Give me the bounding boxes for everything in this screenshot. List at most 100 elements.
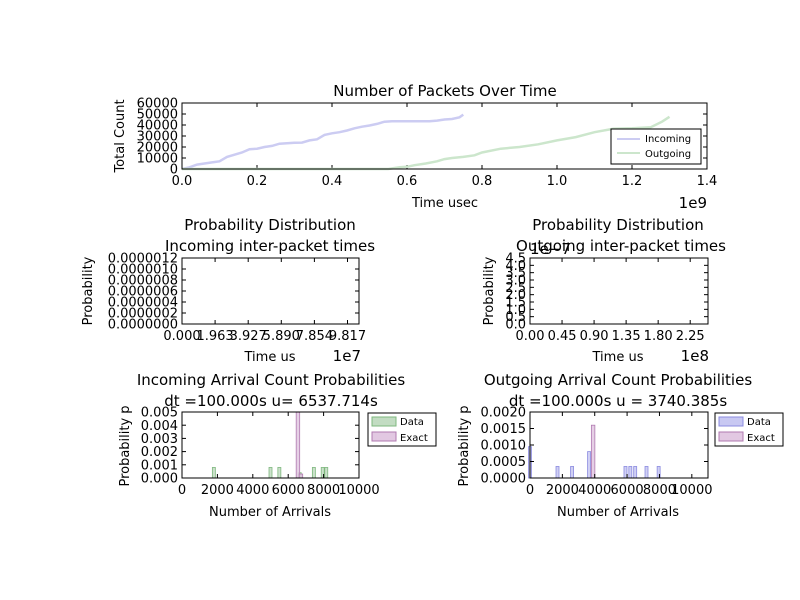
packets-xtick-label: 1.0 — [547, 174, 568, 189]
incoming-dist-xtick-label: 5.890 — [263, 329, 300, 344]
outgoing-arrivals-xlabel: Number of Arrivals — [557, 505, 679, 520]
packets-x-offset: 1e9 — [679, 194, 707, 212]
legend-data-swatch — [371, 416, 397, 427]
packets-xtick-label: 0.0 — [172, 174, 193, 189]
packets-ytick-label: 0 — [170, 163, 178, 178]
incoming-arrivals-data-bar — [211, 467, 216, 479]
outgoing-arrivals-title: Outgoing Arrival Count Probabilities — [484, 371, 752, 389]
outgoing-arrivals-data-bar — [570, 466, 574, 479]
incoming-dist-ytick-label: 0.0000012 — [108, 252, 178, 267]
incoming-dist-subtitle: Incoming inter-packet times — [165, 237, 375, 255]
outgoing-arrivals-plot-frame — [529, 411, 709, 479]
outgoing-arrivals-legend: Data Exact — [714, 412, 784, 447]
incoming-arrivals-ytick-label: 0.003 — [141, 432, 178, 447]
outgoing-dist-x-offset: 1e8 — [681, 347, 709, 365]
outgoing-arrivals-ytick-label: 0.0005 — [481, 455, 527, 470]
incoming-arrivals-data-bar — [277, 467, 282, 479]
packets-xtick-label: 0.2 — [247, 174, 268, 189]
incoming-dist-plot-frame — [181, 257, 360, 325]
packets-xtick-label: 0.4 — [322, 174, 343, 189]
outgoing-arrivals-data-bar — [623, 466, 628, 479]
incoming-dist-xtick-label: 7.854 — [296, 329, 333, 344]
legend-incoming-label: Incoming — [645, 134, 691, 145]
incoming-distribution-chart: Probability Distribution Incoming inter-… — [81, 216, 375, 365]
outgoing-dist-ytick-label: 0.0 — [505, 318, 526, 333]
incoming-arrivals-xtick-label: 2000 — [201, 483, 234, 498]
outgoing-arrivals-ytick-label: 0.0015 — [481, 422, 527, 437]
outgoing-arrivals-ytick-label: 0.0000 — [481, 472, 527, 487]
outgoing-dist-ytick-label: 4.0 — [505, 259, 526, 274]
legend-exact-swatch — [371, 431, 397, 442]
incoming-arrivals-legend: Data Exact — [367, 412, 437, 447]
incoming-dist-ytick-label: 0.0000004 — [108, 296, 178, 311]
outgoing-dist-ylabel: Probability — [482, 256, 497, 325]
outgoing-dist-xtick-label: 0.90 — [580, 329, 609, 344]
outgoing-arrivals-chart: Outgoing Arrival Count Probabilities dt … — [457, 371, 784, 520]
incoming-arrivals-xtick-label: 4000 — [236, 483, 269, 498]
outgoing-arrivals-xtick-label: 8000 — [643, 483, 676, 498]
packets-xtick-label: 0.6 — [397, 174, 418, 189]
packets-legend: Incoming Outgoing — [610, 128, 702, 165]
outgoing-dist-xtick-label: 0.45 — [548, 329, 577, 344]
incoming-dist-xlabel: Time us — [244, 350, 296, 365]
incoming-arrivals-ytick-label: 0.004 — [141, 419, 178, 434]
outgoing-arrivals-subtitle: dt =100.000s u = 3740.385s — [509, 392, 728, 410]
outgoing-dist-ytick-label: 1.0 — [505, 303, 526, 318]
packets-xtick-label: 1.2 — [622, 174, 643, 189]
outgoing-arrivals-xtick-label: 10000 — [671, 483, 712, 498]
incoming-arrivals-ytick-label: 0.005 — [141, 406, 178, 421]
packets-legend-box — [610, 128, 702, 165]
incoming-arrivals-ytick-label: 0.002 — [141, 445, 178, 460]
outgoing-dist-ytick-label: 3.0 — [505, 274, 526, 289]
packets-plot-frame — [181, 102, 708, 170]
outgoing-dist-ytick-label: 3.5 — [505, 266, 526, 281]
legend-exact-swatch — [718, 431, 744, 442]
incoming-dist-xtick-label: 3.927 — [230, 329, 267, 344]
outgoing-dist-ytick-label: 0.5 — [505, 310, 526, 325]
incoming-dist-title: Probability Distribution — [184, 216, 356, 234]
incoming-dist-xtick-label: 9.817 — [329, 329, 366, 344]
packets-ylabel: Total Count — [113, 99, 128, 173]
incoming-arrivals-ytick-label: 0.000 — [141, 472, 178, 487]
incoming-dist-xtick-label: 0.000 — [163, 329, 200, 344]
outgoing-arrivals-ytick-label: 0.0020 — [481, 406, 527, 421]
packets-ytick-label: 40000 — [137, 119, 178, 134]
incoming-arrivals-xtick-label: 0 — [178, 483, 186, 498]
outgoing-dist-xtick-label: 1.35 — [612, 329, 641, 344]
outgoing-dist-ytick-label: 1.5 — [505, 296, 526, 311]
incoming-arrivals-ylabel: Probability p — [118, 405, 133, 486]
incoming-arrivals-data-bar — [324, 467, 329, 479]
incoming-dist-ytick-label: 0.0000000 — [108, 318, 178, 333]
packets-xlabel: Time usec — [411, 196, 478, 211]
outgoing-arrivals-ylabel: Probability p — [457, 405, 472, 486]
incoming-arrivals-data-bar — [311, 467, 316, 479]
incoming-dist-ytick-label: 0.0000002 — [108, 307, 178, 322]
outgoing-dist-xtick-label: 0.00 — [516, 329, 545, 344]
incoming-dist-xtick-label: 1.963 — [196, 329, 233, 344]
incoming-arrivals-chart: Incoming Arrival Count Probabilities dt … — [118, 371, 437, 520]
outgoing-arrivals-data-bar — [555, 466, 560, 479]
packets-xtick-label: 0.8 — [472, 174, 493, 189]
incoming-arrivals-xtick-label: 8000 — [307, 483, 340, 498]
outgoing-dist-plot-frame — [529, 257, 709, 325]
packets-title: Number of Packets Over Time — [333, 82, 556, 100]
incoming-dist-ylabel: Probability — [81, 256, 96, 325]
legend-data-label: Data — [747, 417, 771, 428]
outgoing-arrivals-data-bar — [633, 466, 638, 479]
outgoing-dist-subtitle: Outgoing inter-packet times — [516, 237, 726, 255]
incoming-arrivals-ytick-label: 0.001 — [141, 458, 178, 473]
outgoing-arrivals-ytick-label: 0.0010 — [481, 439, 527, 454]
incoming-arrivals-subtitle: dt =100.000s u= 6537.714s — [164, 392, 378, 410]
packets-ytick-label: 60000 — [137, 97, 178, 112]
incoming-dist-x-offset: 1e7 — [333, 347, 361, 365]
outgoing-dist-ytick-label: 4.5 — [505, 252, 526, 267]
outgoing-arrivals-xtick-label: 2000 — [546, 483, 579, 498]
outgoing-dist-xtick-label: 1.80 — [644, 329, 673, 344]
outgoing-arrivals-xtick-label: 6000 — [611, 483, 644, 498]
outgoing-dist-xlabel: Time us — [592, 350, 644, 365]
outgoing-arrivals-xtick-label: 0 — [526, 483, 534, 498]
outgoing-dist-title: Probability Distribution — [532, 216, 704, 234]
legend-exact-label: Exact — [747, 433, 775, 444]
incoming-arrivals-title: Incoming Arrival Count Probabilities — [137, 371, 406, 389]
